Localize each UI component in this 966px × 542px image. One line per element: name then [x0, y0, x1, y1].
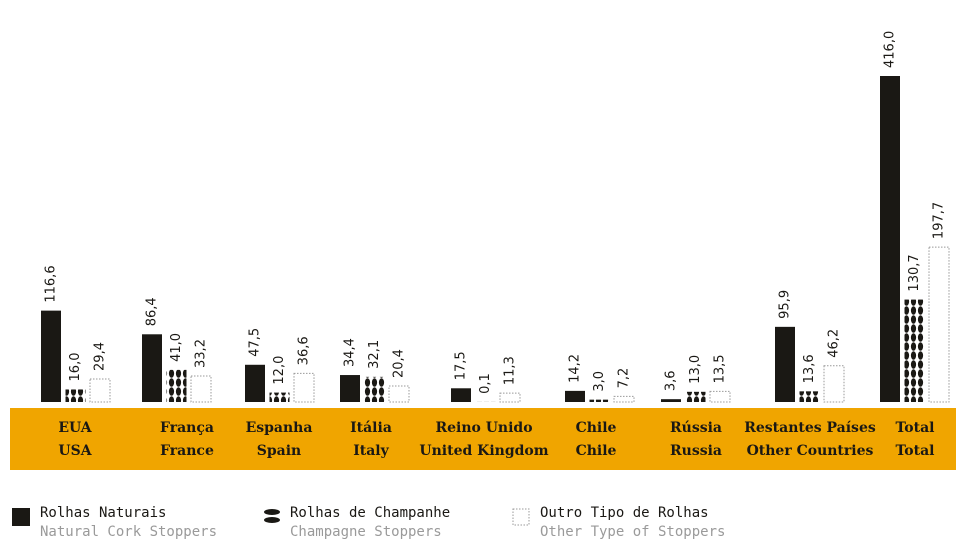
category-label: Spain — [257, 443, 301, 459]
bar — [799, 391, 820, 402]
category-label: Total — [895, 443, 934, 459]
category-label: Reino Unido — [435, 420, 532, 436]
category-label: EUA — [58, 420, 92, 436]
value-label: 13,0 — [688, 355, 703, 384]
value-label: 29,4 — [93, 342, 108, 371]
bar — [89, 378, 111, 403]
bar — [166, 369, 187, 402]
category-label: Espanha — [246, 420, 313, 436]
category-label: Itália — [350, 420, 392, 436]
legend-swatch — [264, 517, 280, 523]
category-label: Chile — [576, 443, 617, 459]
bar — [613, 395, 635, 403]
bar — [928, 246, 950, 403]
value-label: 197,7 — [932, 202, 947, 239]
value-label: 416,0 — [883, 31, 898, 68]
legend-label-en: Champagne Stoppers — [290, 524, 442, 540]
value-label: 14,2 — [568, 354, 583, 383]
legend-label: Rolhas Naturais — [40, 505, 166, 521]
value-label: 3,6 — [664, 370, 679, 391]
bar — [709, 390, 731, 403]
bar — [775, 326, 795, 402]
bar — [245, 364, 265, 402]
value-label: 46,2 — [827, 329, 842, 358]
legend-label: Outro Tipo de Rolhas — [540, 505, 709, 521]
category-label: USA — [58, 443, 92, 459]
category-label: Other Countries — [747, 443, 874, 459]
value-label: 13,5 — [713, 354, 728, 383]
bar — [41, 310, 61, 402]
bar — [269, 392, 290, 402]
bar — [565, 390, 585, 402]
bar — [685, 391, 706, 402]
legend-swatch — [12, 508, 30, 526]
category-label: United Kingdom — [419, 443, 548, 459]
category-label: Total — [895, 420, 934, 436]
legend-swatch — [264, 509, 280, 515]
legend-label-en: Natural Cork Stoppers — [40, 524, 217, 540]
category-label: Restantes Países — [744, 420, 876, 436]
bar — [142, 334, 162, 402]
value-label: 11,3 — [503, 356, 518, 385]
legend-label-en: Other Type of Stoppers — [540, 524, 725, 540]
value-label: 116,6 — [44, 265, 59, 302]
value-label: 16,0 — [68, 353, 83, 382]
category-label: França — [160, 420, 214, 436]
bar — [190, 375, 212, 403]
category-band — [10, 408, 956, 470]
value-label: 41,0 — [169, 333, 184, 362]
category-label: Italy — [353, 443, 389, 459]
bar — [451, 388, 471, 402]
value-label: 7,2 — [617, 368, 632, 389]
value-label: 36,6 — [297, 336, 312, 365]
bar — [589, 399, 610, 402]
value-label: 95,9 — [778, 290, 793, 319]
bar — [661, 399, 681, 402]
value-label: 0,1 — [478, 373, 493, 394]
value-label: 3,0 — [592, 371, 607, 392]
category-label: France — [160, 443, 214, 459]
bar — [823, 365, 845, 403]
value-label: 20,4 — [392, 349, 407, 378]
bar — [65, 389, 86, 402]
value-label: 130,7 — [907, 254, 922, 291]
legend-label: Rolhas de Champanhe — [290, 505, 450, 521]
value-label: 34,4 — [343, 338, 358, 367]
value-label: 47,5 — [248, 328, 263, 357]
value-label: 13,6 — [802, 354, 817, 383]
bar — [904, 299, 925, 402]
value-label: 86,4 — [145, 297, 160, 326]
value-label: 12,0 — [272, 356, 287, 385]
legend-swatch — [512, 508, 530, 526]
bar — [364, 376, 385, 402]
category-label: Russia — [670, 443, 722, 459]
bar — [388, 385, 410, 403]
bar — [499, 392, 521, 403]
bar — [340, 375, 360, 402]
bar — [293, 372, 315, 403]
category-label: Rússia — [670, 420, 722, 436]
bar — [880, 76, 900, 402]
value-label: 17,5 — [454, 351, 469, 380]
category-label: Chile — [576, 420, 617, 436]
value-label: 32,1 — [367, 340, 382, 369]
value-label: 33,2 — [194, 339, 209, 368]
